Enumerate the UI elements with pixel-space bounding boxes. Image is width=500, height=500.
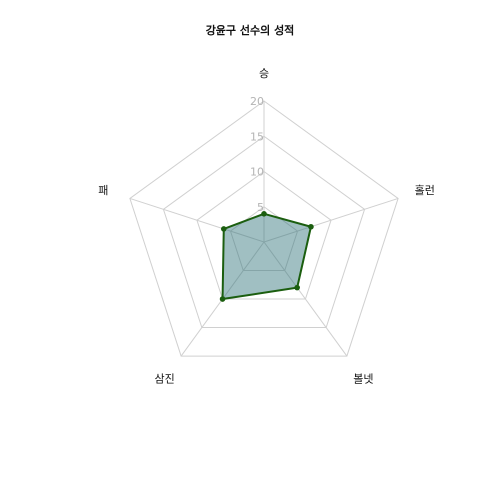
grid-ring-5: [229, 206, 299, 272]
chart-title: 강윤구 선수의 성적: [205, 24, 295, 37]
tick-label: 15: [250, 130, 264, 143]
data-point: [220, 226, 227, 232]
axis-spoke-4: [129, 197, 265, 243]
category-label: 삼진: [155, 373, 175, 386]
axis-spoke-1: [263, 197, 399, 243]
grid-ring-10: [196, 170, 332, 300]
grid-ring-20: [129, 100, 399, 357]
data-point: [261, 211, 267, 217]
category-label: 패: [98, 184, 108, 197]
tick-label: 20: [250, 95, 264, 108]
category-label: 볼넷: [353, 373, 373, 386]
tick-label: 10: [250, 166, 264, 179]
grid-ring-15: [162, 135, 366, 329]
axis-spoke-2: [263, 241, 348, 357]
data-point: [308, 223, 314, 230]
tick-label: 5: [257, 201, 264, 214]
series-area: [221, 212, 312, 301]
data-point: [294, 284, 300, 291]
category-label: 홀런: [415, 184, 435, 197]
category-label: 승: [259, 67, 269, 80]
data-point: [219, 296, 226, 302]
